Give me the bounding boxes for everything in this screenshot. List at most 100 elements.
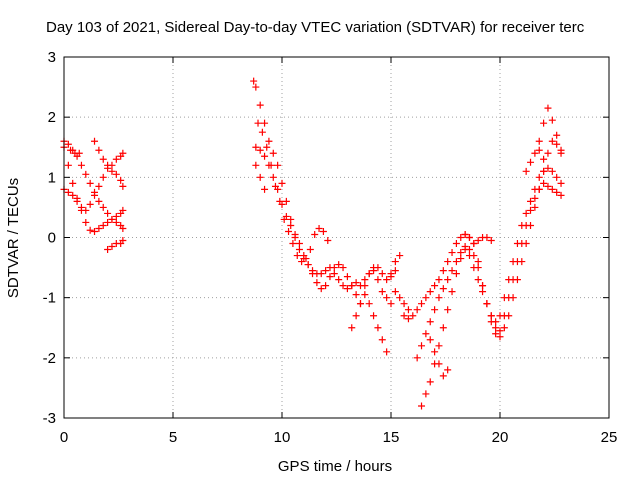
data-point	[348, 324, 356, 332]
data-point	[343, 273, 351, 281]
data-point	[387, 300, 395, 308]
data-point	[509, 294, 517, 302]
data-point	[527, 221, 535, 229]
data-point	[409, 312, 417, 320]
data-point	[64, 161, 72, 169]
data-point	[108, 167, 116, 175]
data-point	[104, 209, 112, 217]
data-point	[470, 240, 478, 248]
data-point	[261, 152, 269, 160]
data-point	[269, 149, 277, 157]
data-point	[435, 294, 443, 302]
data-point	[112, 212, 120, 220]
y-tick-label: -3	[43, 410, 56, 427]
data-point	[91, 227, 99, 235]
data-point	[119, 182, 127, 190]
data-point	[330, 270, 338, 278]
data-point	[426, 378, 434, 386]
data-point	[418, 342, 426, 350]
data-point	[95, 182, 103, 190]
data-point	[256, 101, 264, 109]
data-point	[117, 176, 125, 184]
data-point	[64, 140, 72, 148]
data-point	[457, 249, 465, 257]
data-point	[374, 324, 382, 332]
data-point	[487, 318, 495, 326]
data-point	[289, 240, 297, 248]
data-point	[370, 312, 378, 320]
data-points	[60, 77, 565, 410]
data-point	[119, 206, 127, 214]
data-point	[496, 333, 504, 341]
data-point	[553, 131, 561, 139]
data-point	[252, 83, 260, 91]
data-point	[271, 182, 279, 190]
data-point	[439, 372, 447, 380]
data-point	[252, 143, 260, 151]
data-point	[99, 203, 107, 211]
data-point	[531, 149, 539, 157]
data-point	[431, 348, 439, 356]
data-point	[505, 312, 513, 320]
data-point	[544, 104, 552, 112]
data-point	[391, 258, 399, 266]
data-point	[91, 137, 99, 145]
data-point	[252, 161, 260, 169]
data-point	[256, 146, 264, 154]
data-point	[95, 224, 103, 232]
y-tick-label: 1	[48, 169, 56, 186]
data-point	[435, 360, 443, 368]
data-point	[527, 206, 535, 214]
data-point	[548, 167, 556, 175]
data-point	[400, 312, 408, 320]
data-point	[69, 191, 77, 199]
data-point	[396, 252, 404, 260]
data-point	[487, 237, 495, 245]
data-point	[309, 270, 317, 278]
x-tick-label: 20	[492, 429, 509, 446]
data-point	[548, 137, 556, 145]
data-point	[361, 282, 369, 290]
data-point	[73, 197, 81, 205]
data-point	[370, 267, 378, 275]
data-point	[77, 203, 85, 211]
data-point	[557, 191, 565, 199]
data-point	[356, 300, 364, 308]
data-point	[91, 188, 99, 196]
x-tick-label: 25	[601, 429, 618, 446]
data-point	[326, 273, 334, 281]
data-point	[95, 197, 103, 205]
data-point	[348, 282, 356, 290]
data-point	[535, 185, 543, 193]
data-point	[261, 119, 269, 127]
data-point	[99, 221, 107, 229]
data-point	[553, 140, 561, 148]
data-point	[544, 149, 552, 157]
data-point	[339, 264, 347, 272]
data-point	[335, 276, 343, 284]
data-point	[77, 161, 85, 169]
data-point	[500, 324, 508, 332]
data-point	[374, 264, 382, 272]
data-point	[267, 161, 275, 169]
data-point	[422, 390, 430, 398]
data-point	[330, 264, 338, 272]
data-point	[69, 179, 77, 187]
data-point	[474, 276, 482, 284]
axis-ticks: 0 5 10 15 20 25 -3 -2 -1 0 1 2 3	[43, 49, 618, 446]
y-tick-label: -2	[43, 350, 56, 367]
data-point	[265, 137, 273, 145]
data-point	[553, 188, 561, 196]
data-point	[86, 200, 94, 208]
data-point	[287, 221, 295, 229]
data-point	[315, 224, 323, 232]
data-point	[540, 155, 548, 163]
data-point	[418, 402, 426, 410]
data-point	[302, 255, 310, 263]
data-point	[544, 182, 552, 190]
data-point	[119, 237, 127, 245]
data-point	[82, 218, 90, 226]
data-point	[557, 179, 565, 187]
x-tick-label: 5	[169, 429, 177, 446]
